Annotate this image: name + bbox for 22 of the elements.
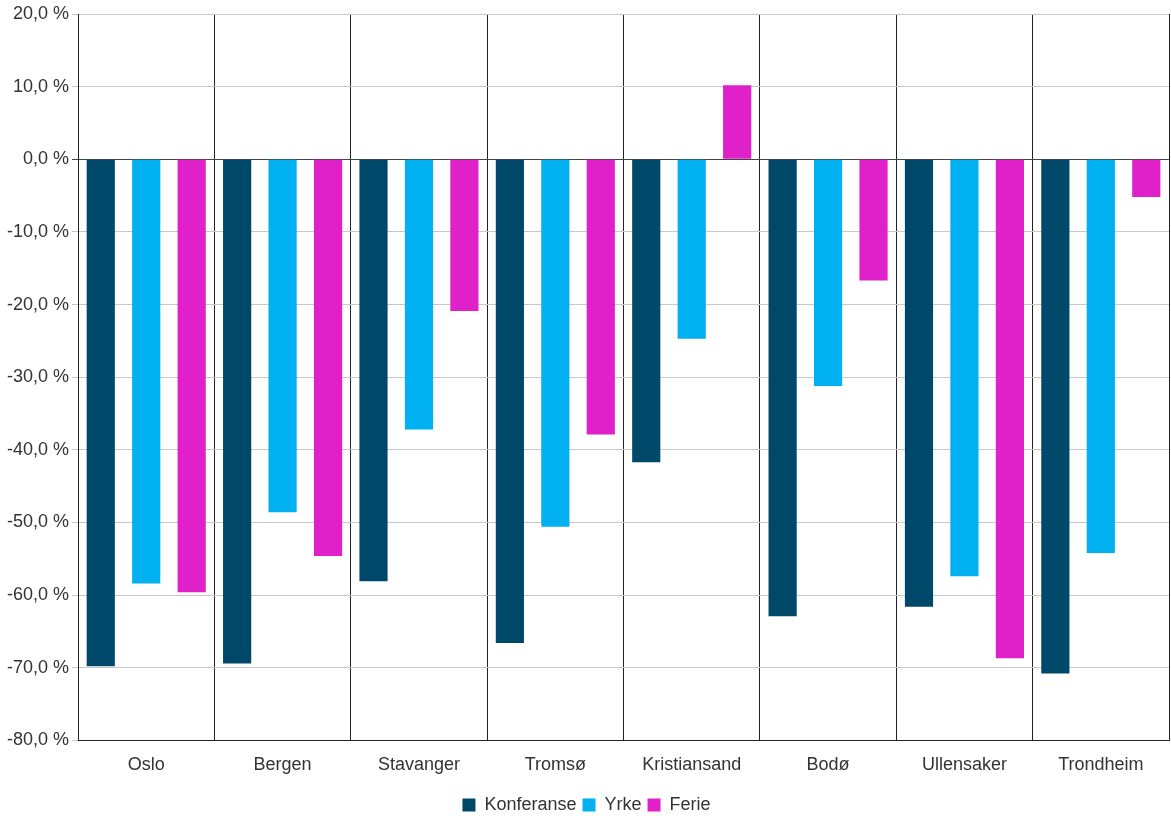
legend-label: Yrke (604, 793, 642, 814)
x-tick-label: Tromsø (524, 754, 586, 775)
y-tick-label: -50,0 % (6, 511, 70, 532)
legend-label: Ferie (669, 793, 711, 814)
x-tick-label: Ullensaker (921, 754, 1007, 775)
y-tick-label: 0,0 % (23, 148, 70, 169)
x-tick-label: Bergen (253, 754, 312, 775)
y-tick-label: -60,0 % (6, 584, 70, 605)
y-tick-label: -20,0 % (6, 293, 70, 314)
x-tick-label: Stavanger (377, 754, 460, 775)
y-tick-label: -10,0 % (6, 220, 70, 241)
y-tick-label: -40,0 % (6, 438, 70, 459)
y-tick-label: -70,0 % (6, 656, 70, 677)
legend-label: Konferanse (484, 793, 577, 814)
y-tick-label: -80,0 % (6, 729, 70, 750)
x-tick-label: Trondheim (1058, 754, 1144, 775)
x-tick-label: Kristiansand (642, 754, 742, 775)
y-tick-label: -30,0 % (6, 366, 70, 387)
y-tick-label: 20,0 % (12, 2, 70, 23)
y-tick-label: 10,0 % (12, 75, 70, 96)
x-tick-label: Bodø (806, 754, 850, 775)
x-tick-label: Oslo (127, 754, 165, 775)
